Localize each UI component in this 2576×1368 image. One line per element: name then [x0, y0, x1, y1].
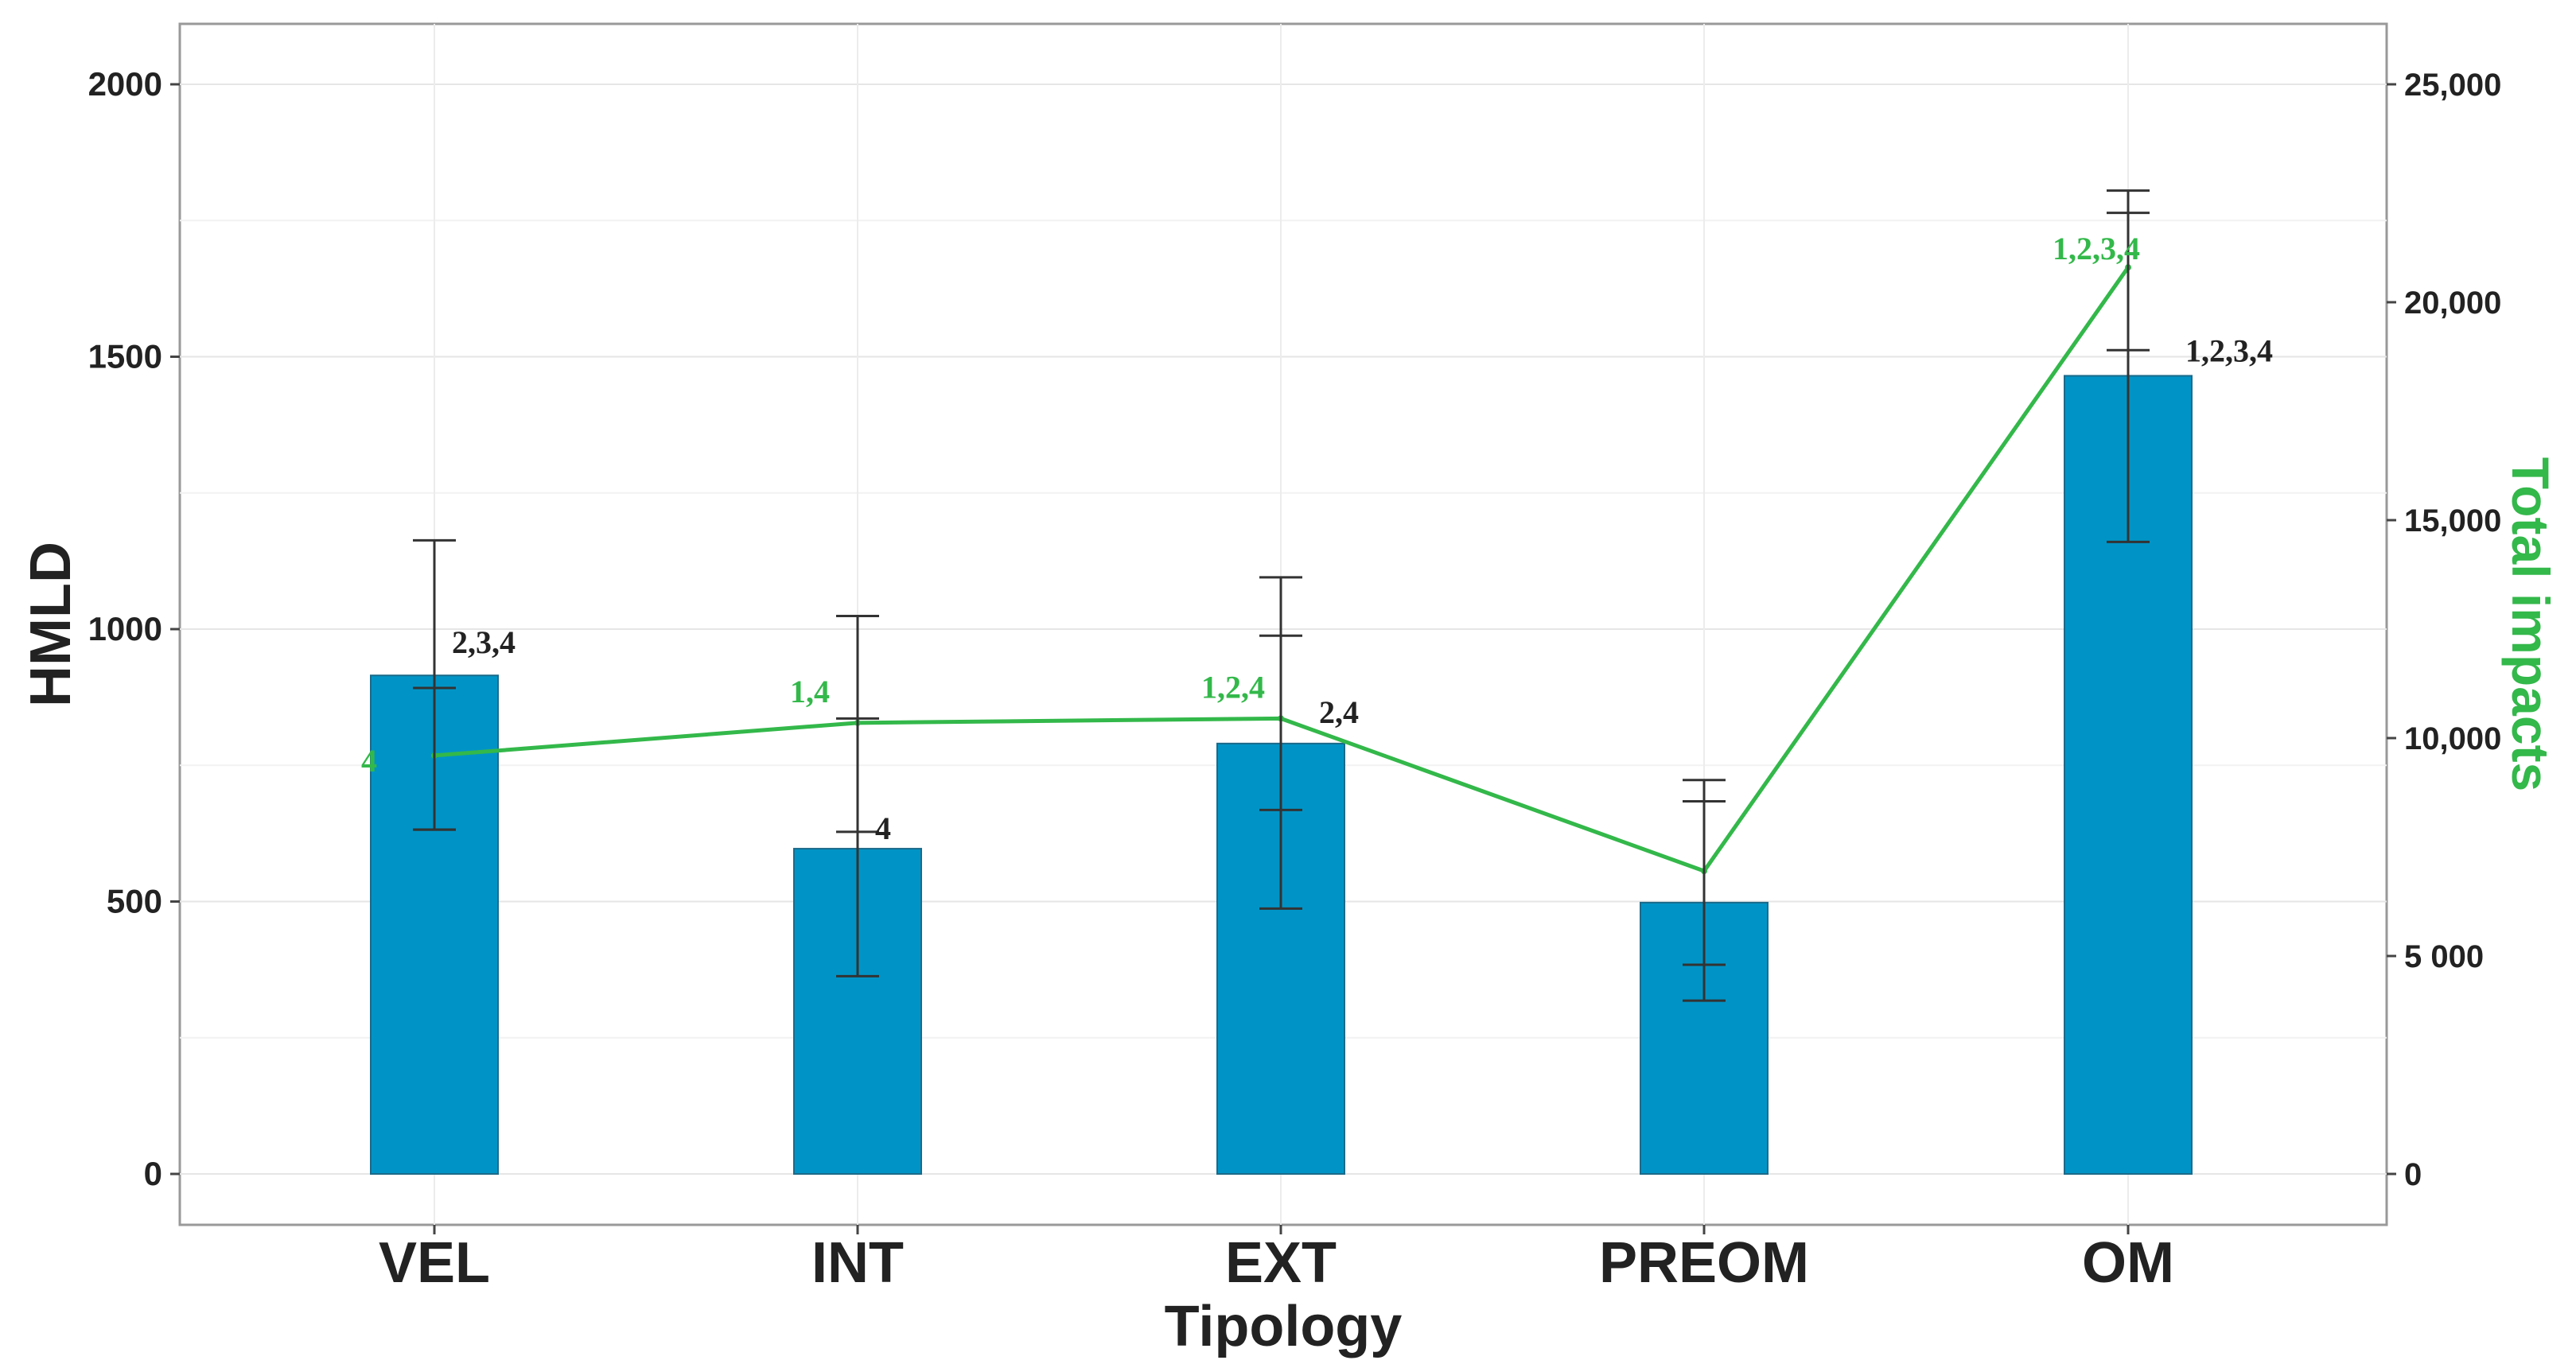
x-tick-label-preom: PREOM	[1599, 1231, 1809, 1295]
left-axis: 0 500 1000 1500 2000	[88, 65, 180, 1192]
y2-axis-title: Total impacts	[2501, 457, 2560, 792]
y-axis-title: HMLD	[19, 542, 83, 707]
left-tick-label: 0	[144, 1155, 162, 1192]
bar-series	[370, 375, 2193, 1176]
left-tick-label: 1000	[88, 610, 162, 647]
right-tick-label: 15,000	[2404, 503, 2501, 538]
impacts-significance-label: 1,4	[790, 674, 830, 709]
x-tick-label-ext: EXT	[1225, 1231, 1337, 1295]
hmld-significance-label: 2,4	[1319, 694, 1359, 730]
x-tick-label-om: OM	[2082, 1231, 2174, 1295]
right-tick-label: 0	[2404, 1157, 2422, 1192]
right-tick-label: 10,000	[2404, 721, 2501, 756]
x-tick-label-vel: VEL	[379, 1231, 490, 1295]
hmld-significance-label: 1,2,3,4	[2185, 332, 2273, 368]
right-tick-label: 5 000	[2404, 939, 2484, 974]
left-tick-label: 2000	[88, 65, 162, 103]
right-tick-label: 25,000	[2404, 68, 2501, 103]
x-tick-label-int: INT	[811, 1231, 904, 1295]
line-error-bars	[413, 212, 2150, 966]
right-axis: 0 5 000 10,000 15,000 20,000 25,000	[2387, 68, 2501, 1192]
hmld-significance-label: 2,3,4	[452, 624, 516, 660]
x-axis-title: Tipology	[1165, 1295, 1403, 1358]
x-axis: VEL INT EXT PREOM OM	[379, 1225, 2174, 1295]
impacts-significance-label: 4	[361, 743, 377, 779]
impacts-significance-label: 1,2,3,4	[2053, 231, 2140, 266]
annotations: 2,3,4 4 2,4 1,2,3,4 4 1,4 1,2,4 1,2,3,4	[361, 231, 2273, 846]
right-tick-label: 20,000	[2404, 286, 2501, 321]
hmld-significance-label: 4	[875, 810, 891, 846]
impacts-significance-label: 1,2,4	[1201, 669, 1265, 705]
left-tick-label: 1500	[88, 338, 162, 375]
left-tick-label: 500	[107, 883, 162, 920]
